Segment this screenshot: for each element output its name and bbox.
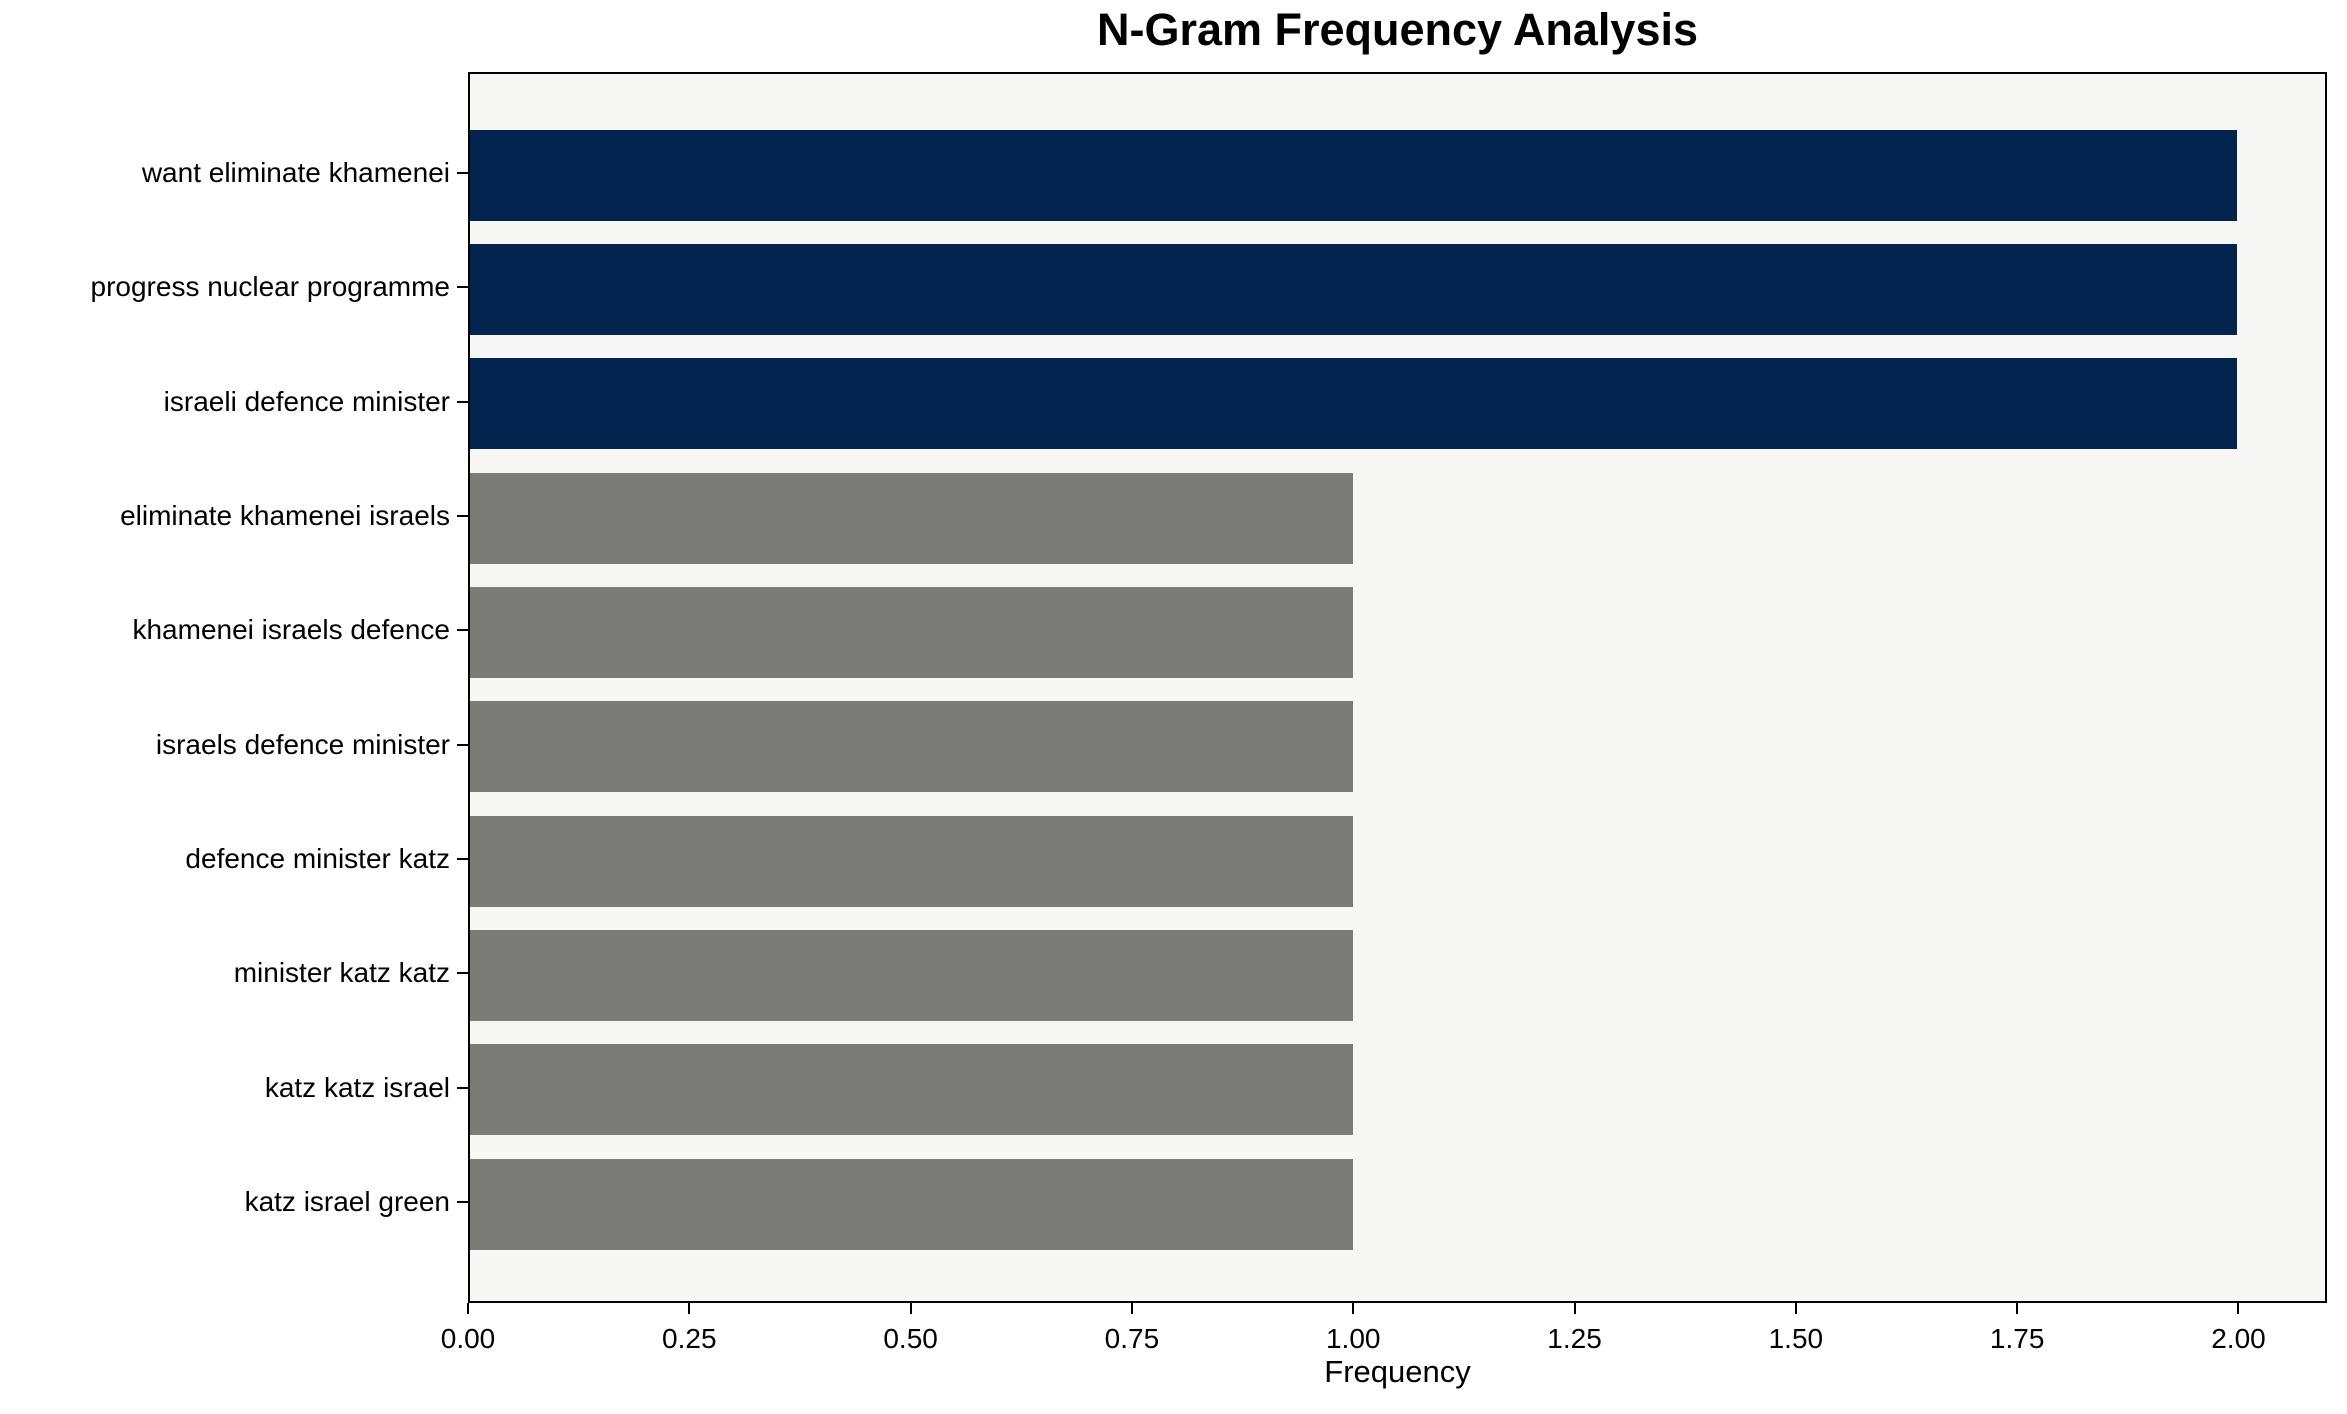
- y-tick-label-1: progress nuclear programme: [90, 271, 451, 303]
- y-tick-label-0: want eliminate khamenei: [141, 157, 450, 188]
- bar-6: [470, 815, 1354, 907]
- x-tick-label-1: 0.25: [662, 1323, 717, 1354]
- x-tick-mark-2: [909, 1303, 912, 1314]
- y-tick-mark-7: [457, 972, 468, 975]
- bar-1: [470, 243, 2237, 335]
- y-tick-mark-5: [457, 743, 468, 746]
- y-tick-mark-6: [457, 858, 468, 860]
- y-tick-label-7: minister katz katz: [233, 957, 450, 989]
- x-tick-mark-0: [467, 1303, 469, 1314]
- y-tick-mark-4: [457, 629, 468, 632]
- bar-7: [470, 929, 1354, 1021]
- y-tick-mark-8: [457, 1086, 468, 1089]
- bar-2: [470, 358, 2237, 450]
- plot-area: [468, 72, 2327, 1303]
- chart-title: N-Gram Frequency Analysis: [1096, 4, 1699, 55]
- bar-9: [470, 1158, 1354, 1250]
- x-tick-mark-7: [2016, 1303, 2019, 1314]
- x-tick-label-2: 0.50: [883, 1323, 938, 1354]
- bar-0: [470, 129, 2237, 221]
- x-tick-label-6: 1.50: [1768, 1323, 1824, 1354]
- x-tick-label-4: 1.00: [1325, 1323, 1381, 1354]
- x-tick-label-5: 1.25: [1547, 1323, 1602, 1354]
- y-tick-label-6: defence minister katz: [185, 843, 450, 874]
- y-tick-label-3: eliminate khamenei israels: [120, 500, 450, 531]
- x-tick-label-7: 1.75: [1989, 1323, 2045, 1354]
- x-tick-mark-8: [2237, 1303, 2240, 1314]
- y-tick-mark-2: [457, 400, 468, 403]
- y-tick-label-5: israels defence minister: [155, 728, 450, 760]
- bar-3: [470, 472, 1354, 564]
- bar-4: [470, 586, 1354, 678]
- bar-8: [470, 1044, 1354, 1136]
- y-tick-label-9: katz israel green: [244, 1186, 450, 1217]
- bar-5: [470, 701, 1354, 793]
- y-tick-label-2: israeli defence minister: [163, 385, 450, 417]
- x-tick-mark-3: [1130, 1303, 1133, 1314]
- y-tick-mark-9: [457, 1201, 468, 1203]
- y-tick-mark-0: [457, 172, 468, 174]
- x-tick-mark-1: [688, 1303, 691, 1314]
- x-tick-label-0: 0.00: [440, 1323, 496, 1354]
- x-axis-label: Frequency: [1324, 1354, 1471, 1389]
- y-tick-label-8: katz katz israel: [264, 1071, 450, 1103]
- y-tick-label-4: khamenei israels defence: [132, 614, 450, 646]
- x-tick-label-8: 2.00: [2211, 1323, 2266, 1354]
- x-tick-label-3: 0.75: [1104, 1323, 1160, 1354]
- x-tick-mark-4: [1352, 1303, 1355, 1314]
- x-tick-mark-6: [1794, 1303, 1797, 1314]
- y-tick-mark-1: [457, 286, 468, 289]
- y-tick-mark-3: [457, 515, 468, 517]
- x-tick-mark-5: [1573, 1303, 1576, 1314]
